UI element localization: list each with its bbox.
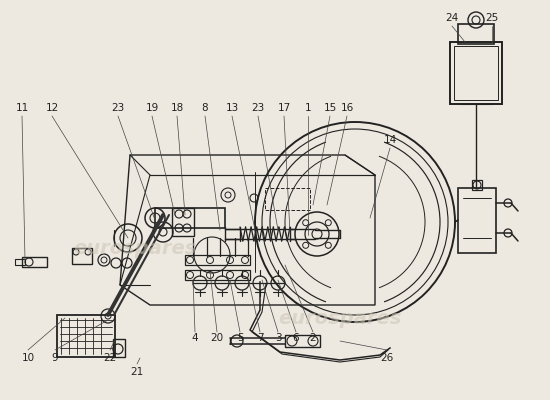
Bar <box>265 188 310 210</box>
Text: 9: 9 <box>52 353 58 363</box>
Text: 5: 5 <box>236 333 243 343</box>
Text: 16: 16 <box>340 103 354 113</box>
Text: 12: 12 <box>45 103 59 113</box>
Bar <box>450 42 502 104</box>
Bar <box>285 335 320 347</box>
Text: 11: 11 <box>15 103 29 113</box>
Text: 24: 24 <box>446 13 459 23</box>
Text: 17: 17 <box>277 103 290 113</box>
Bar <box>72 248 92 264</box>
Bar <box>155 208 225 228</box>
Circle shape <box>225 192 231 198</box>
Bar <box>15 259 25 265</box>
Text: 1: 1 <box>305 103 311 113</box>
Text: 20: 20 <box>211 333 223 343</box>
Bar <box>113 339 125 357</box>
Text: 13: 13 <box>226 103 239 113</box>
Bar <box>454 46 498 100</box>
Text: eurospares: eurospares <box>278 308 402 328</box>
Bar <box>22 257 47 267</box>
Text: 26: 26 <box>381 353 394 363</box>
Text: 8: 8 <box>202 103 208 113</box>
Bar <box>57 315 115 357</box>
Text: 3: 3 <box>274 333 281 343</box>
Bar <box>185 270 250 280</box>
Text: 7: 7 <box>257 333 263 343</box>
Text: eurospares: eurospares <box>73 238 197 258</box>
Text: 2: 2 <box>310 333 316 343</box>
Bar <box>458 24 494 44</box>
Text: 4: 4 <box>192 333 199 343</box>
Text: 10: 10 <box>21 353 35 363</box>
Text: 14: 14 <box>383 135 397 145</box>
Text: 23: 23 <box>251 103 265 113</box>
Bar <box>472 180 482 190</box>
Text: 23: 23 <box>111 103 125 113</box>
Text: 21: 21 <box>130 367 144 377</box>
Bar <box>172 208 194 236</box>
Text: 6: 6 <box>293 333 299 343</box>
Text: 18: 18 <box>170 103 184 113</box>
Text: 25: 25 <box>485 13 499 23</box>
Text: 15: 15 <box>323 103 337 113</box>
Bar <box>458 188 496 253</box>
Text: 22: 22 <box>103 353 117 363</box>
Text: 19: 19 <box>145 103 158 113</box>
Bar <box>185 255 250 265</box>
